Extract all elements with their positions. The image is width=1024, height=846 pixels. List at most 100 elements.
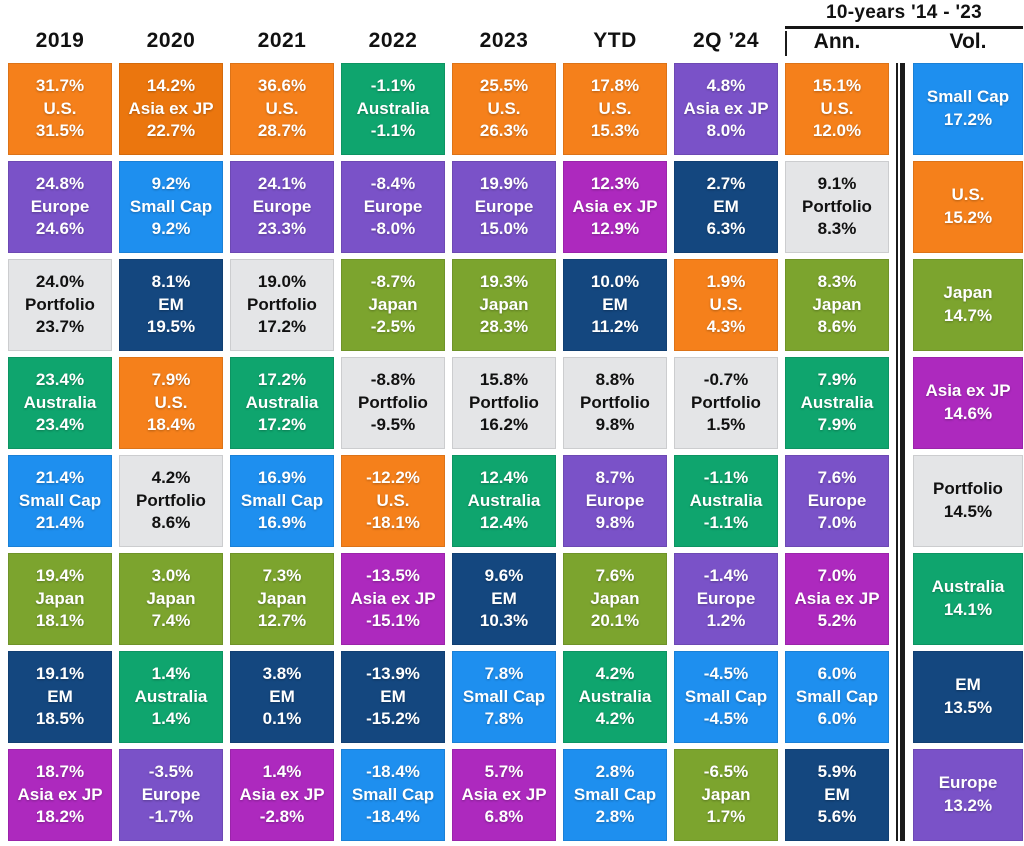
- cell-bottom-value: -18.1%: [366, 513, 420, 533]
- cell-asset-label: Europe: [474, 196, 534, 216]
- cell-bottom-value: -8.0%: [370, 219, 416, 239]
- cell-bottom-value: 23.7%: [35, 317, 85, 337]
- return-cell-2019-portfolio: 24.0% Portfolio 23.7%: [8, 259, 112, 351]
- ten-year-title: 10-years '14 - '23: [785, 2, 1023, 29]
- cell-bottom-value: 12.7%: [257, 611, 307, 631]
- return-cell-ann-u-s: 15.1% U.S. 12.0%: [785, 63, 889, 155]
- column-header-vol: Vol.: [949, 30, 987, 53]
- return-cell-2021-europe: 24.1% Europe 23.3%: [230, 161, 334, 253]
- return-cell-2022-europe: -8.4% Europe -8.0%: [341, 161, 445, 253]
- cell-bottom-value: -9.5%: [370, 415, 416, 435]
- cell-value: 15.2%: [943, 208, 993, 227]
- cell-bottom-value: 26.3%: [479, 121, 529, 141]
- cell-asset-label: EM: [380, 686, 406, 706]
- column-header-2022: 2022: [368, 29, 418, 52]
- cell-bottom-value: 9.8%: [595, 415, 635, 435]
- cell-asset-label: U.S.: [43, 98, 77, 118]
- cell-asset-label: Japan: [479, 294, 529, 314]
- cell-asset-label: Small Cap: [18, 490, 102, 510]
- return-cell-2q-24-europe: -1.4% Europe 1.2%: [674, 553, 778, 645]
- cell-bottom-value: 17.2%: [257, 415, 307, 435]
- return-cell-2023-em: 9.6% EM 10.3%: [452, 553, 556, 645]
- return-cell-2023-australia: 12.4% Australia 12.4%: [452, 455, 556, 547]
- cell-asset-label: Portfolio: [247, 294, 317, 314]
- cell-bottom-value: 17.2%: [257, 317, 307, 337]
- return-cell-2022-australia: -1.1% Australia -1.1%: [341, 63, 445, 155]
- return-cell-2021-u-s: 36.6% U.S. 28.7%: [230, 63, 334, 155]
- return-cell-2020-portfolio: 4.2% Portfolio 8.6%: [119, 455, 223, 547]
- cell-top-value: -6.5%: [703, 761, 749, 781]
- return-cell-ytd-u-s: 17.8% U.S. 15.3%: [563, 63, 667, 155]
- return-cell-2020-em: 8.1% EM 19.5%: [119, 259, 223, 351]
- cell-bottom-value: 7.0%: [817, 513, 857, 533]
- cell-bottom-value: 16.2%: [479, 415, 529, 435]
- cell-value: 17.2%: [943, 110, 993, 129]
- cell-asset-label: EM: [602, 294, 628, 314]
- cell-bottom-value: -2.8%: [259, 807, 305, 827]
- return-cell-2020-europe: -3.5% Europe -1.7%: [119, 749, 223, 841]
- cell-bottom-value: 19.5%: [146, 317, 196, 337]
- return-cell-vol-australia: Australia 14.1%: [913, 553, 1023, 645]
- cell-top-value: 7.6%: [595, 565, 635, 585]
- return-cell-vol-small-cap: Small Cap 17.2%: [913, 63, 1023, 155]
- return-cell-ann-portfolio: 9.1% Portfolio 8.3%: [785, 161, 889, 253]
- return-cell-2023-europe: 19.9% Europe 15.0%: [452, 161, 556, 253]
- cell-asset-label: Portfolio: [933, 479, 1003, 499]
- cell-bottom-value: 21.4%: [35, 513, 85, 533]
- cell-top-value: 14.2%: [146, 75, 196, 95]
- cell-bottom-value: 8.3%: [817, 219, 857, 239]
- return-cell-2020-u-s: 7.9% U.S. 18.4%: [119, 357, 223, 449]
- return-cell-ann-japan: 8.3% Japan 8.6%: [785, 259, 889, 351]
- cell-asset-label: Australia: [134, 686, 208, 706]
- cell-top-value: 19.4%: [35, 565, 85, 585]
- cell-asset-label: Europe: [696, 588, 756, 608]
- return-cell-2019-asia-ex-jp: 18.7% Asia ex JP 18.2%: [8, 749, 112, 841]
- return-cell-ann-asia-ex-jp: 7.0% Asia ex JP 5.2%: [785, 553, 889, 645]
- column-header-ytd: YTD: [593, 29, 637, 52]
- cell-top-value: 6.0%: [817, 663, 857, 683]
- cell-asset-label: Small Cap: [129, 196, 213, 216]
- cell-bottom-value: -15.1%: [366, 611, 420, 631]
- cell-asset-label: Asia ex JP: [128, 98, 214, 118]
- cell-top-value: 8.3%: [817, 271, 857, 291]
- cell-bottom-value: -15.2%: [366, 709, 420, 729]
- ten-year-subheader-spacer: [896, 30, 906, 54]
- cell-asset-label: EM: [824, 784, 850, 804]
- cell-bottom-value: 18.4%: [146, 415, 196, 435]
- cell-bottom-value: 28.7%: [257, 121, 307, 141]
- cell-asset-label: Japan: [701, 784, 751, 804]
- cell-bottom-value: 4.3%: [706, 317, 746, 337]
- cell-asset-label: Small Cap: [351, 784, 435, 804]
- cell-asset-label: Europe: [807, 490, 867, 510]
- cell-bottom-value: 12.0%: [812, 121, 862, 141]
- return-cell-2023-asia-ex-jp: 5.7% Asia ex JP 6.8%: [452, 749, 556, 841]
- cell-top-value: 4.8%: [706, 75, 746, 95]
- cell-top-value: 18.7%: [35, 761, 85, 781]
- return-cell-2023-portfolio: 15.8% Portfolio 16.2%: [452, 357, 556, 449]
- return-cell-2q-24-japan: -6.5% Japan 1.7%: [674, 749, 778, 841]
- cell-bottom-value: 18.2%: [35, 807, 85, 827]
- cell-bottom-value: 22.7%: [146, 121, 196, 141]
- cell-top-value: 5.9%: [817, 761, 857, 781]
- return-cell-2q-24-portfolio: -0.7% Portfolio 1.5%: [674, 357, 778, 449]
- return-cell-ann-em: 5.9% EM 5.6%: [785, 749, 889, 841]
- return-cell-ann-small-cap: 6.0% Small Cap 6.0%: [785, 651, 889, 743]
- cell-bottom-value: 31.5%: [35, 121, 85, 141]
- cell-asset-label: U.S.: [598, 98, 632, 118]
- return-cell-2022-japan: -8.7% Japan -2.5%: [341, 259, 445, 351]
- cell-bottom-value: 23.4%: [35, 415, 85, 435]
- cell-asset-label: Australia: [578, 686, 652, 706]
- cell-value: 13.2%: [943, 796, 993, 815]
- cell-asset-label: Europe: [252, 196, 312, 216]
- return-cell-2022-asia-ex-jp: -13.5% Asia ex JP -15.1%: [341, 553, 445, 645]
- return-cell-2q-24-u-s: 1.9% U.S. 4.3%: [674, 259, 778, 351]
- cell-bottom-value: 7.8%: [484, 709, 524, 729]
- return-cell-2022-portfolio: -8.8% Portfolio -9.5%: [341, 357, 445, 449]
- cell-asset-label: Europe: [938, 773, 998, 793]
- cell-top-value: -12.2%: [366, 467, 420, 487]
- cell-asset-label: Australia: [23, 392, 97, 412]
- cell-top-value: -13.9%: [366, 663, 420, 683]
- cell-top-value: 2.7%: [706, 173, 746, 193]
- cell-asset-label: Portfolio: [136, 490, 206, 510]
